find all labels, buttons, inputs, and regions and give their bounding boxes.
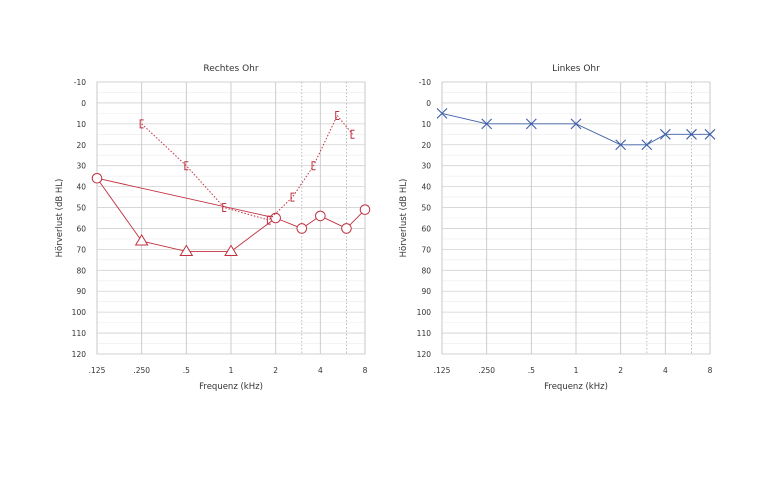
- y-tick-label: 30: [421, 162, 431, 171]
- y-tick-label: 40: [76, 183, 86, 192]
- bracket-marker: [350, 129, 355, 139]
- series-connector: [230, 217, 276, 252]
- x-marker: [641, 139, 653, 151]
- x-tick-label: .125: [434, 366, 451, 375]
- y-tick-label: 0: [81, 99, 86, 108]
- x-tick-label: .125: [89, 366, 106, 375]
- x-marker: [525, 118, 537, 130]
- y-tick-label: 20: [421, 141, 431, 150]
- x-axis-label: Frequenz (kHz): [544, 382, 608, 392]
- x-marker: [570, 118, 582, 130]
- x-marker: [659, 128, 671, 140]
- series-line-bracket: [141, 114, 353, 221]
- circle-marker: [341, 223, 352, 234]
- x-tick-label: 8: [708, 366, 713, 375]
- bracket-marker: [290, 192, 295, 202]
- x-tick-label: 4: [318, 366, 323, 375]
- chart-title: Rechtes Ohr: [203, 64, 258, 74]
- x-tick-label: 4: [663, 366, 668, 375]
- bracket-marker: [266, 215, 271, 225]
- y-tick-label: 40: [421, 183, 431, 192]
- bracket-marker: [311, 161, 316, 171]
- triangle-marker: [179, 244, 194, 256]
- x-tick-label: .250: [478, 366, 495, 375]
- x-tick-label: 1: [574, 366, 579, 375]
- y-tick-label: 120: [417, 350, 432, 359]
- circle-marker: [91, 172, 103, 184]
- series-connector: [96, 177, 143, 242]
- y-axis-label: Hörverlust (dB HL): [55, 179, 65, 258]
- x-tick-label: .5: [183, 366, 190, 375]
- bracket-marker: [222, 203, 227, 213]
- y-tick-label: 70: [421, 245, 431, 254]
- circle-marker: [270, 212, 281, 224]
- y-tick-label: 90: [76, 287, 86, 296]
- y-tick-label: -10: [74, 78, 86, 87]
- chart-title: Linkes Ohr: [552, 64, 600, 74]
- x-marker: [481, 118, 493, 130]
- x-tick-label: .250: [133, 366, 150, 375]
- y-tick-label: 30: [76, 162, 86, 171]
- x-marker: [704, 128, 716, 140]
- y-tick-label: 60: [76, 224, 86, 233]
- y-tick-label: 60: [421, 224, 431, 233]
- y-tick-label: 80: [76, 266, 86, 275]
- x-axis-label: Frequenz (kHz): [199, 382, 263, 392]
- circle-marker: [315, 210, 326, 222]
- circle-marker: [359, 204, 371, 215]
- bracket-marker: [184, 161, 189, 171]
- bracket-marker: [335, 110, 340, 120]
- y-tick-label: 80: [421, 266, 431, 275]
- x-marker: [436, 107, 448, 119]
- triangle-marker: [224, 244, 238, 256]
- y-tick-label: 10: [421, 120, 431, 129]
- x-marker: [615, 139, 627, 151]
- y-tick-label: 90: [421, 287, 431, 296]
- y-tick-label: 10: [76, 120, 86, 129]
- y-tick-label: 110: [72, 329, 87, 338]
- y-tick-label: 50: [421, 204, 431, 213]
- x-tick-label: 2: [618, 366, 623, 375]
- x-tick-label: .5: [528, 366, 535, 375]
- y-tick-label: 100: [417, 308, 432, 317]
- y-tick-label: 110: [417, 329, 432, 338]
- chart-left-ear: -10 0 10 20 30 40 50 60 70 80 90 100 110 120.125 .250.…: [399, 64, 716, 392]
- circle-marker: [296, 223, 308, 234]
- y-tick-label: 20: [76, 141, 86, 150]
- triangle-marker: [134, 234, 149, 246]
- x-tick-label: 8: [363, 366, 368, 375]
- bracket-marker: [139, 119, 144, 129]
- x-tick-label: 2: [273, 366, 278, 375]
- y-tick-label: 70: [76, 245, 86, 254]
- y-tick-label: -10: [419, 78, 431, 87]
- y-tick-label: 50: [76, 204, 86, 213]
- y-axis-label: Hörverlust (dB HL): [399, 179, 409, 258]
- x-marker: [686, 128, 697, 140]
- y-tick-label: 100: [72, 308, 87, 317]
- y-tick-label: 120: [72, 350, 87, 359]
- y-tick-label: 0: [426, 99, 431, 108]
- x-tick-label: 1: [229, 366, 234, 375]
- chart-right-ear: -10 0 10 20 30 40 50 60 70 80 90 100 110 120.125 .250.…: [55, 64, 371, 392]
